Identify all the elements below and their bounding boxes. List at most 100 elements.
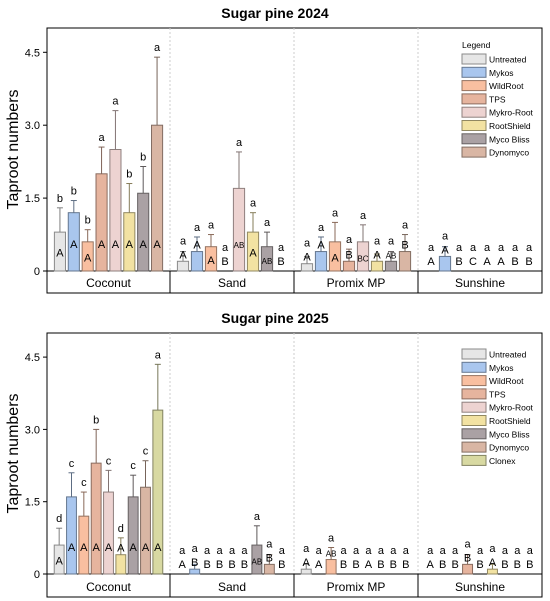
significance-letter-lower: c [81, 477, 87, 489]
y-tick-label: 3.0 [25, 120, 40, 132]
significance-letter-upper: C [469, 256, 477, 268]
significance-letter-lower: a [194, 222, 201, 234]
significance-letter-lower: a [440, 545, 447, 557]
significance-letter-upper: B [191, 557, 198, 569]
significance-letter-lower: a [390, 545, 397, 557]
legend-label: WildRoot [489, 81, 524, 91]
significance-letter-lower: a [353, 545, 360, 557]
bar [462, 563, 474, 575]
legend-swatch [461, 106, 487, 118]
significance-letter-upper: B [277, 256, 284, 268]
significance-letter-lower: a [318, 222, 325, 234]
significance-letter-lower: a [514, 545, 521, 557]
legend-label: Myco Bliss [489, 134, 530, 144]
significance-letter-upper: A [317, 240, 325, 252]
significance-letter-upper: A [117, 543, 125, 555]
significance-letter-upper: A [70, 239, 78, 251]
significance-letter-upper: A [489, 557, 497, 569]
legend-swatch [461, 415, 487, 426]
significance-letter-upper: B [455, 256, 462, 268]
significance-letter-upper: A [98, 239, 106, 251]
bar [189, 568, 201, 575]
significance-letter-upper: A [303, 557, 311, 569]
significance-letter-upper: AB [252, 558, 263, 567]
x-tick-label: Promix MP [327, 276, 386, 290]
significance-letter-lower: d [56, 513, 62, 525]
significance-letter-upper: AB [234, 241, 245, 250]
significance-letter-lower: b [140, 152, 146, 164]
significance-letter-upper: A [56, 248, 64, 260]
significance-letter-upper: A [365, 559, 373, 571]
legend-swatch [461, 361, 487, 373]
significance-letter-upper: AB [326, 550, 337, 559]
significance-letter-lower: a [427, 545, 434, 557]
significance-letter-lower: a [340, 545, 347, 557]
x-tick-label: Coconut [86, 580, 131, 594]
legend-label: Mykro-Root [489, 403, 534, 413]
chart-title: Sugar pine 2025 [221, 310, 329, 326]
significance-letter-lower: a [279, 545, 286, 557]
significance-letter-lower: a [204, 545, 211, 557]
y-tick-label: 3.0 [25, 424, 40, 436]
significance-letter-upper: B [525, 256, 532, 268]
x-tick-label: Sunshine [455, 580, 505, 594]
legend-swatch [461, 66, 487, 78]
significance-letter-upper: B [439, 559, 446, 571]
significance-letter-lower: a [316, 545, 323, 557]
bar [95, 173, 108, 272]
y-tick-label: 0 [34, 569, 40, 581]
bar [90, 462, 102, 575]
significance-letter-upper: A [249, 248, 257, 260]
significance-letter-upper: A [84, 252, 92, 264]
significance-letter-upper: B [221, 256, 228, 268]
significance-letter-upper: A [55, 556, 63, 568]
significance-letter-upper: AB [262, 257, 273, 266]
significance-letter-lower: a [304, 238, 311, 250]
significance-letter-upper: A [315, 559, 323, 571]
significance-letter-lower: a [216, 545, 223, 557]
bar [438, 255, 452, 272]
legend-title: Legend [462, 40, 491, 50]
y-tick-label: 0 [34, 266, 40, 278]
significance-letter-lower: a [526, 242, 533, 254]
y-tick-label: 4.5 [25, 47, 40, 59]
significance-letter-upper: B [241, 559, 248, 571]
significance-letter-upper: B [476, 559, 483, 571]
legend-swatch [461, 454, 487, 466]
bar [342, 260, 356, 272]
bar [103, 491, 114, 575]
bar [314, 251, 328, 272]
legend-swatch [461, 146, 487, 158]
legend-label: RootShield [489, 416, 531, 426]
bar [370, 260, 384, 272]
significance-letter-lower: a [388, 235, 395, 247]
significance-letter-upper: B [352, 559, 359, 571]
significance-letter-lower: b [85, 215, 91, 227]
significance-letter-upper: B [340, 559, 347, 571]
bar [384, 260, 398, 272]
significance-letter-upper: B [203, 559, 210, 571]
bar [263, 563, 275, 575]
significance-letter-lower: b [71, 186, 77, 198]
significance-letter-upper: B [278, 559, 285, 571]
legend-swatch [461, 441, 487, 453]
y-axis-label: Taproot numbers [5, 393, 22, 513]
significance-letter-upper: B [401, 240, 408, 252]
significance-letter-upper: B [390, 559, 397, 571]
legend-swatch [461, 401, 487, 413]
bar [127, 496, 139, 575]
significance-letter-lower: a [512, 242, 519, 254]
significance-letter-lower: a [346, 234, 353, 246]
legend-swatch [461, 133, 487, 145]
significance-letter-upper: B [377, 559, 384, 571]
significance-letter-lower: a [498, 242, 505, 254]
legend-label: Untreated [489, 350, 527, 360]
significance-letter-upper: B [501, 559, 508, 571]
significance-letter-upper: A [129, 542, 137, 554]
significance-letter-lower: a [99, 132, 106, 144]
significance-letter-lower: a [241, 545, 248, 557]
bar [109, 149, 122, 272]
legend-label: RootShield [489, 121, 531, 131]
legend-swatch [461, 428, 487, 440]
